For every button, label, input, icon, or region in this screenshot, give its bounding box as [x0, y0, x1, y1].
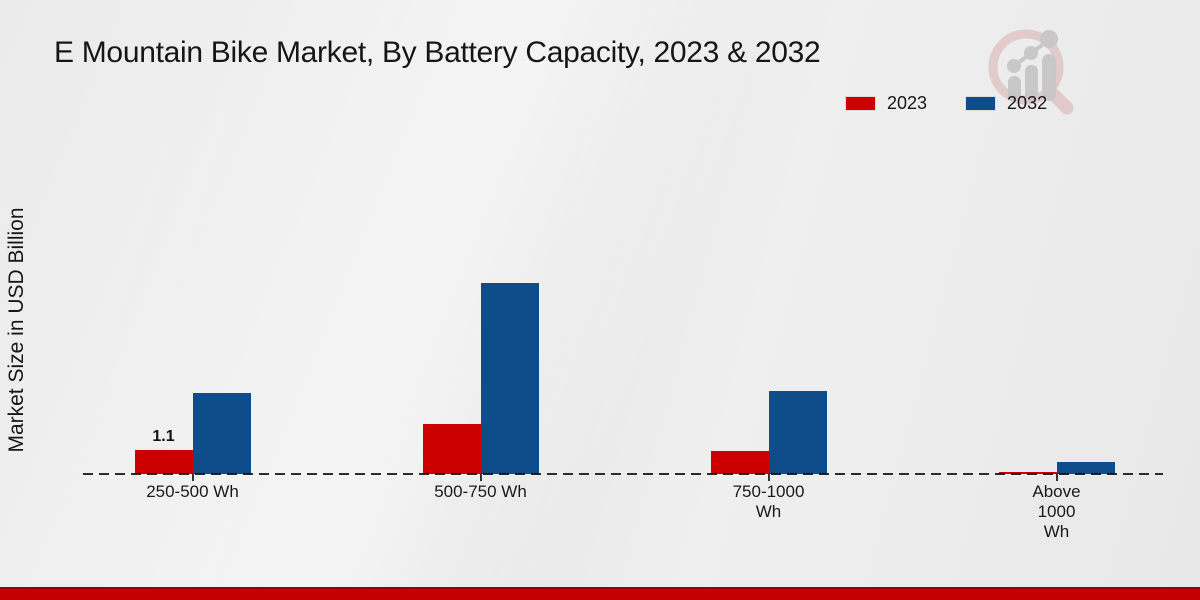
legend: 2023 2032: [845, 93, 1047, 114]
x-tick-750-1000-wh: [767, 474, 770, 481]
legend-label-2023: 2023: [887, 93, 928, 113]
footer-stripe: [0, 587, 1200, 600]
legend-item-2023: 2023: [845, 93, 927, 114]
bar-2023-above-1000-wh: [998, 471, 1057, 474]
x-axis-baseline: [83, 473, 1163, 475]
legend-item-2032: 2032: [965, 93, 1047, 114]
x-tick-label-750-1000-wh: 750-1000 Wh: [732, 482, 805, 521]
x-tick-label-500-750-wh: 500-750 Wh: [434, 482, 527, 501]
legend-label-2032: 2032: [1007, 93, 1048, 113]
bar-2032-500-750-wh: [480, 283, 539, 474]
legend-swatch-2032: [965, 96, 997, 111]
x-tick-500-750-wh: [479, 474, 482, 481]
bar-2032-750-1000-wh: [768, 391, 827, 474]
magnifier-bar-chart-logo-watermark: [988, 29, 1074, 115]
x-tick-label-250-500-wh: 250-500 Wh: [146, 482, 239, 501]
chart-title: E Mountain Bike Market, By Battery Capac…: [54, 36, 821, 69]
x-tick-label-above-1000-wh: Above 1000 Wh: [1032, 482, 1081, 541]
bar-2023-500-750-wh: [422, 423, 481, 474]
bar-2032-above-1000-wh: [1056, 462, 1115, 474]
bar-2023-250-500-wh: [134, 450, 193, 474]
x-tick-250-500-wh: [191, 474, 194, 481]
data-label-2023-250-500-wh: 1.1: [152, 428, 175, 446]
x-tick-above-1000-wh: [1055, 474, 1058, 481]
bar-2032-250-500-wh: [192, 393, 251, 474]
legend-swatch-2023: [845, 96, 876, 111]
bar-2023-750-1000-wh: [710, 451, 769, 474]
